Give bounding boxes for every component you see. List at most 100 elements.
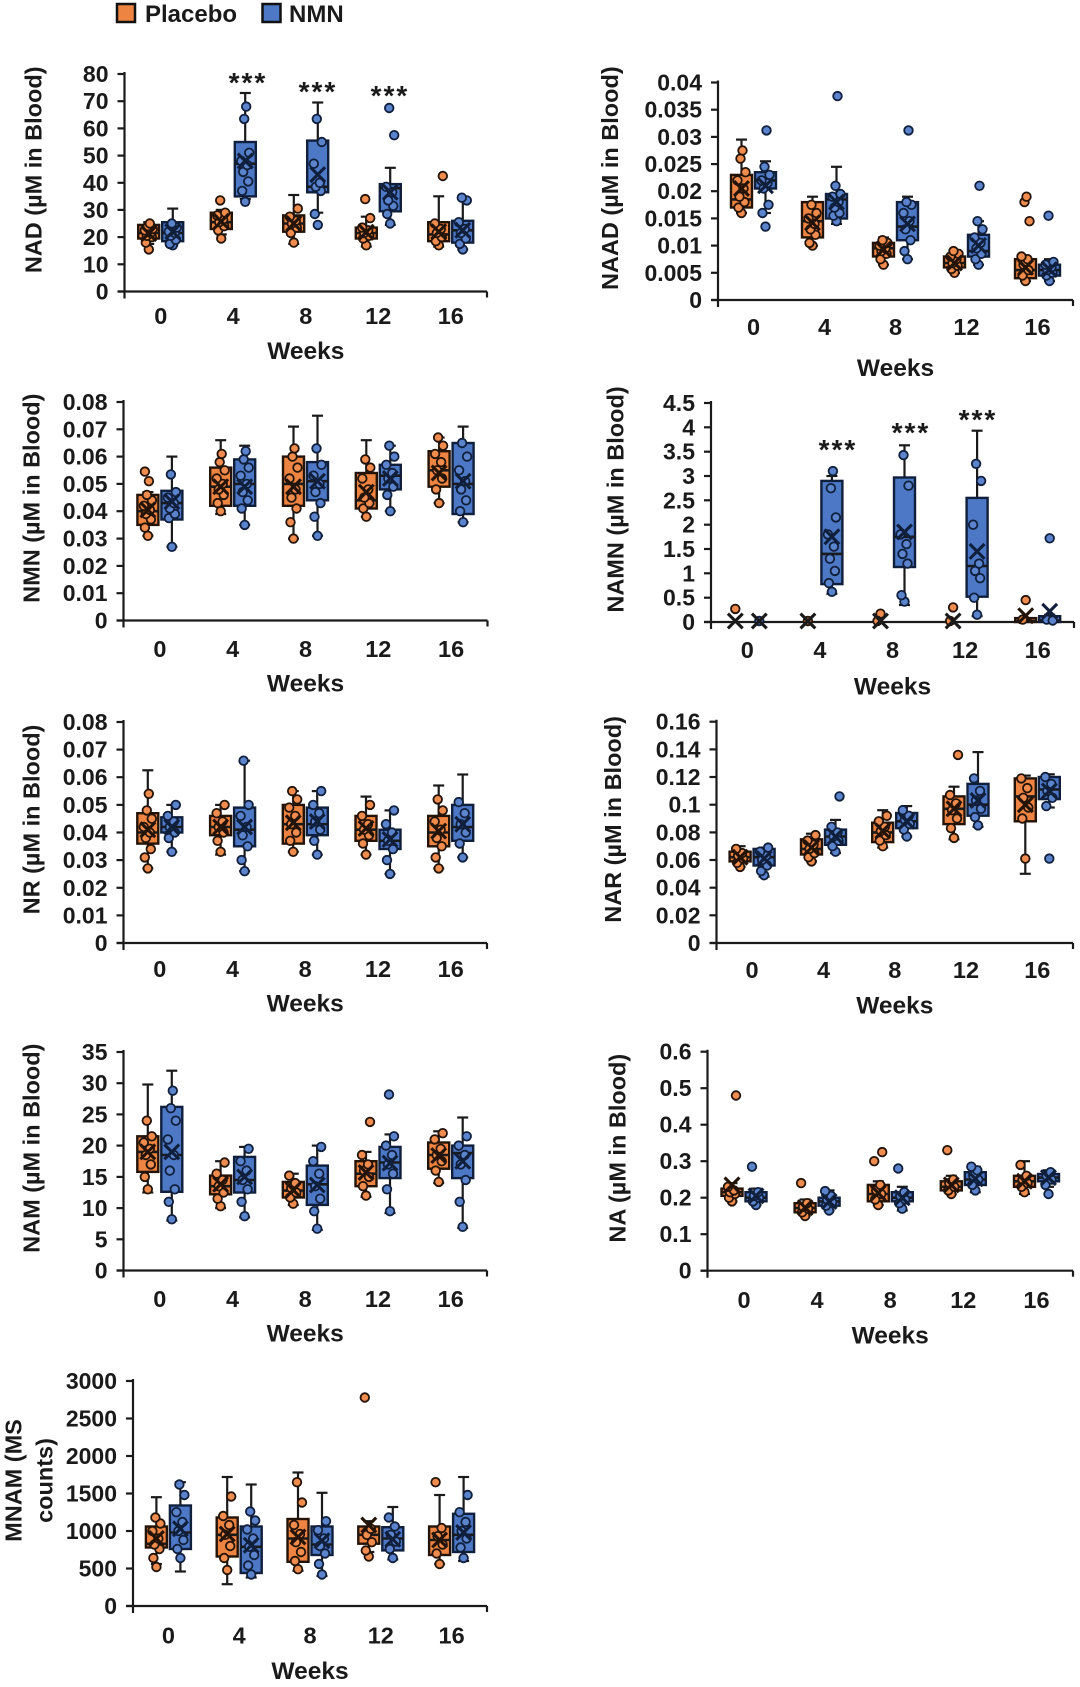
svg-text:8: 8 xyxy=(299,303,312,329)
svg-text:0: 0 xyxy=(746,957,759,983)
svg-text:500: 500 xyxy=(79,1556,117,1582)
svg-text:30: 30 xyxy=(82,1070,108,1096)
svg-text:Weeks: Weeks xyxy=(267,1321,344,1348)
svg-text:0.07: 0.07 xyxy=(63,416,108,442)
svg-text:NAM (µM in Blood): NAM (µM in Blood) xyxy=(19,1044,45,1253)
svg-text:Weeks: Weeks xyxy=(271,1658,348,1685)
svg-text:0: 0 xyxy=(737,1287,750,1313)
svg-text:0: 0 xyxy=(96,279,109,305)
svg-text:0.14: 0.14 xyxy=(656,736,701,762)
svg-text:***: *** xyxy=(371,80,410,111)
svg-text:16: 16 xyxy=(1024,957,1050,983)
svg-text:16: 16 xyxy=(438,1286,464,1312)
svg-text:8: 8 xyxy=(889,314,902,340)
svg-text:25: 25 xyxy=(82,1101,108,1127)
svg-text:0: 0 xyxy=(162,1623,175,1649)
svg-text:0: 0 xyxy=(154,303,167,329)
svg-text:Weeks: Weeks xyxy=(852,1322,929,1349)
svg-text:0.01: 0.01 xyxy=(63,580,108,606)
svg-text:0.04: 0.04 xyxy=(63,498,108,524)
svg-text:0.015: 0.015 xyxy=(644,205,702,231)
svg-text:15: 15 xyxy=(82,1164,108,1190)
svg-text:16: 16 xyxy=(439,1623,465,1649)
svg-text:12: 12 xyxy=(953,314,979,340)
svg-text:10: 10 xyxy=(82,1195,108,1221)
svg-text:0.02: 0.02 xyxy=(657,178,702,204)
svg-text:8: 8 xyxy=(299,1286,312,1312)
svg-text:0: 0 xyxy=(679,1258,692,1284)
svg-text:NA (µM in Blood): NA (µM in Blood) xyxy=(605,1054,631,1243)
svg-text:counts): counts) xyxy=(32,1438,58,1523)
svg-text:0: 0 xyxy=(747,314,760,340)
svg-text:Weeks: Weeks xyxy=(267,338,344,365)
svg-text:2: 2 xyxy=(682,512,695,538)
svg-text:8: 8 xyxy=(299,956,312,982)
svg-text:16: 16 xyxy=(438,956,464,982)
svg-text:70: 70 xyxy=(83,88,109,114)
svg-text:60: 60 xyxy=(83,115,109,141)
svg-text:0.06: 0.06 xyxy=(656,847,701,873)
svg-text:Weeks: Weeks xyxy=(267,991,344,1018)
svg-text:0.6: 0.6 xyxy=(660,1039,692,1065)
svg-text:5: 5 xyxy=(95,1226,108,1252)
svg-text:1.5: 1.5 xyxy=(663,536,695,562)
svg-text:0.08: 0.08 xyxy=(63,389,108,415)
svg-text:3.5: 3.5 xyxy=(663,439,695,465)
svg-text:0.1: 0.1 xyxy=(669,792,701,818)
svg-text:Weeks: Weeks xyxy=(856,992,933,1019)
svg-text:16: 16 xyxy=(438,636,464,662)
svg-text:4: 4 xyxy=(226,956,239,982)
svg-text:16: 16 xyxy=(1024,314,1050,340)
svg-text:0: 0 xyxy=(153,636,166,662)
svg-text:0.5: 0.5 xyxy=(660,1075,692,1101)
svg-text:0.03: 0.03 xyxy=(63,847,108,873)
svg-text:2500: 2500 xyxy=(66,1406,117,1432)
svg-text:0.16: 0.16 xyxy=(656,709,701,735)
svg-text:0.2: 0.2 xyxy=(660,1185,692,1211)
svg-text:0: 0 xyxy=(95,1258,108,1284)
svg-text:16: 16 xyxy=(1023,1287,1049,1313)
svg-text:0: 0 xyxy=(689,287,702,313)
svg-text:0.04: 0.04 xyxy=(656,875,701,901)
svg-text:1: 1 xyxy=(682,560,695,586)
svg-text:0.08: 0.08 xyxy=(63,709,108,735)
svg-text:***: *** xyxy=(299,76,338,107)
svg-text:20: 20 xyxy=(82,1133,108,1159)
svg-text:0.02: 0.02 xyxy=(63,875,108,901)
svg-text:12: 12 xyxy=(365,1286,391,1312)
svg-text:4: 4 xyxy=(811,1287,824,1313)
svg-text:0.06: 0.06 xyxy=(63,444,108,470)
svg-text:8: 8 xyxy=(303,1623,316,1649)
svg-text:NR (µM in Blood): NR (µM in Blood) xyxy=(19,725,45,915)
svg-text:0: 0 xyxy=(95,930,108,956)
svg-text:0.04: 0.04 xyxy=(63,820,108,846)
svg-text:50: 50 xyxy=(83,143,109,169)
svg-text:0.08: 0.08 xyxy=(656,819,701,845)
svg-text:0: 0 xyxy=(104,1593,117,1619)
svg-text:10: 10 xyxy=(83,251,109,277)
svg-text:0: 0 xyxy=(95,608,108,634)
svg-text:NAD (µM in Blood): NAD (µM in Blood) xyxy=(21,66,47,273)
svg-text:20: 20 xyxy=(83,224,109,250)
svg-text:Placebo: Placebo xyxy=(145,1,237,28)
svg-text:NAAD (µM in Blood): NAAD (µM in Blood) xyxy=(597,66,623,290)
svg-text:0.01: 0.01 xyxy=(63,902,108,928)
svg-text:0: 0 xyxy=(682,609,695,635)
svg-text:0: 0 xyxy=(741,637,754,663)
svg-text:4: 4 xyxy=(226,636,239,662)
svg-text:12: 12 xyxy=(365,303,391,329)
svg-text:Weeks: Weeks xyxy=(854,674,931,701)
svg-text:NAMN (µM in Blood): NAMN (µM in Blood) xyxy=(603,386,629,612)
svg-text:12: 12 xyxy=(365,956,391,982)
svg-text:12: 12 xyxy=(950,1287,976,1313)
svg-text:0.06: 0.06 xyxy=(63,764,108,790)
svg-text:12: 12 xyxy=(365,636,391,662)
svg-text:0.035: 0.035 xyxy=(644,97,702,123)
svg-text:8: 8 xyxy=(886,637,899,663)
svg-text:3: 3 xyxy=(682,463,695,489)
svg-text:4: 4 xyxy=(227,303,240,329)
svg-text:12: 12 xyxy=(953,957,979,983)
svg-text:3000: 3000 xyxy=(66,1368,117,1394)
svg-text:0: 0 xyxy=(153,956,166,982)
svg-text:2.5: 2.5 xyxy=(663,487,695,513)
